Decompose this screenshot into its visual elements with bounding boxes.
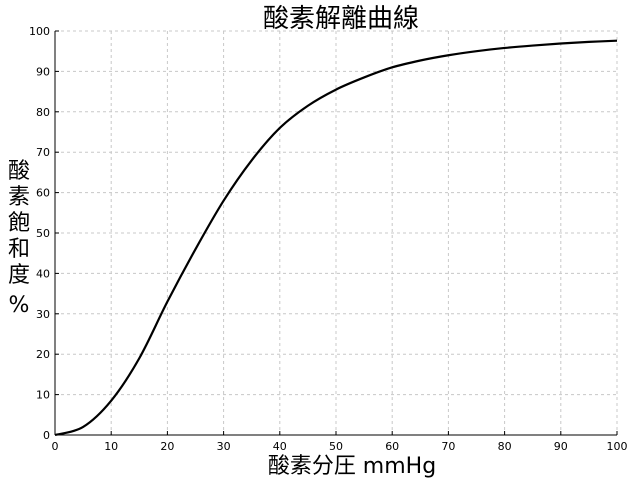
y-tick-label: 100 bbox=[29, 25, 50, 38]
x-tick-label: 40 bbox=[273, 440, 287, 453]
x-axis-label: 酸素分圧 mmHg bbox=[268, 454, 436, 479]
y-axis-label-char: 素 bbox=[8, 185, 30, 210]
x-tick-label: 60 bbox=[385, 440, 399, 453]
y-tick-label: 80 bbox=[36, 106, 50, 119]
chart-title: 酸素解離曲線 bbox=[263, 4, 419, 34]
y-tick-label: 10 bbox=[36, 389, 50, 402]
series-line bbox=[54, 39, 618, 437]
x-tick-label: 80 bbox=[498, 440, 512, 453]
y-tick-label: 20 bbox=[36, 348, 50, 361]
y-axis-label-char: % bbox=[9, 293, 30, 318]
x-tick-label: 0 bbox=[52, 440, 59, 453]
y-tick-label: 60 bbox=[36, 187, 50, 200]
y-tick-label: 30 bbox=[36, 308, 50, 321]
x-tick-label: 30 bbox=[217, 440, 231, 453]
y-axis-label-char: 飽 bbox=[8, 211, 30, 236]
y-tick-label: 90 bbox=[36, 65, 50, 78]
y-axis-label-char: 酸 bbox=[8, 159, 30, 184]
y-tick-label: 70 bbox=[36, 146, 50, 159]
y-axis-label-char: 和 bbox=[8, 237, 30, 262]
x-tick-label: 10 bbox=[104, 440, 118, 453]
y-tick-label: 0 bbox=[43, 429, 50, 442]
x-tick-label: 90 bbox=[554, 440, 568, 453]
y-axis-label-char: 度 bbox=[8, 263, 30, 288]
y-tick-label: 40 bbox=[36, 267, 50, 280]
x-tick-label: 70 bbox=[441, 440, 455, 453]
x-tick-label: 100 bbox=[607, 440, 628, 453]
y-tick-label: 50 bbox=[36, 227, 50, 240]
x-tick-label: 50 bbox=[329, 440, 343, 453]
x-tick-label: 20 bbox=[160, 440, 174, 453]
